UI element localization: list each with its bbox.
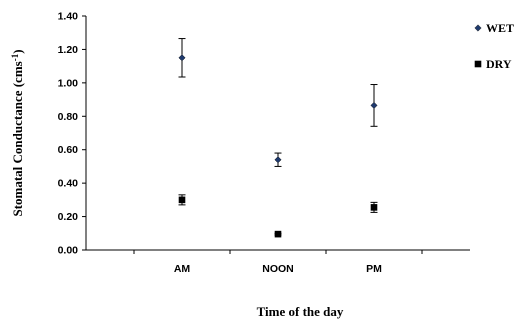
y-tick-label: 0.60	[58, 144, 79, 156]
data-point-wet	[178, 54, 186, 62]
x-category-label: AM	[174, 263, 191, 275]
y-tick-label: 1.00	[58, 77, 79, 89]
y-tick-label: 0.20	[58, 211, 79, 223]
legend-marker-wet	[474, 24, 482, 32]
x-axis-title: Time of the day	[257, 304, 344, 319]
data-point-dry	[178, 196, 186, 204]
x-categories: AM NOON PM	[133, 250, 423, 275]
legend: WET DRY	[474, 21, 514, 71]
axes	[85, 16, 470, 251]
y-tick-label: 1.40	[58, 11, 79, 23]
data-marks	[178, 38, 378, 238]
y-tick-label: 0.80	[58, 111, 79, 123]
x-category-label: PM	[366, 263, 382, 275]
y-tick-label: 0.00	[58, 245, 79, 257]
y-tick-label: 1.20	[58, 44, 79, 56]
data-point-dry	[370, 204, 378, 211]
data-point-wet	[370, 101, 378, 109]
data-point-dry	[274, 230, 282, 238]
x-category-label: NOON	[262, 263, 294, 275]
legend-label-dry: DRY	[486, 57, 512, 71]
y-axis-title: Stomatal Conductance (cms-1)	[10, 49, 25, 216]
y-tick-label: 0.40	[58, 178, 79, 190]
legend-label-wet: WET	[486, 21, 514, 35]
data-point-wet	[274, 156, 282, 164]
y-ticks: 0.00 0.20 0.40 0.60 0.80 1.00 1.20 1.40	[58, 11, 86, 257]
legend-marker-dry	[474, 60, 482, 68]
